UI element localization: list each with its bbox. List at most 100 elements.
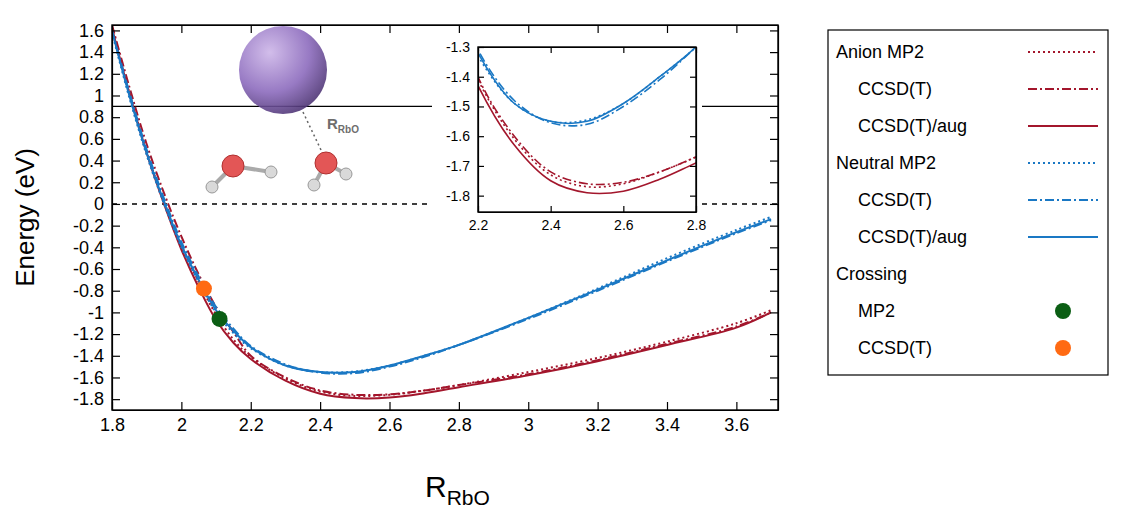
tick-label: 2.2 — [469, 217, 489, 233]
tick-label: 3.6 — [724, 415, 749, 435]
series-line — [112, 30, 771, 396]
tick-label: 2.6 — [377, 415, 402, 435]
tick-label: 2.4 — [541, 217, 561, 233]
axis-top — [479, 47, 697, 53]
tick-mark — [389, 25, 390, 33]
tick: 3.6 — [724, 402, 749, 435]
tick-label: 2.4 — [308, 415, 333, 435]
axis-right — [690, 48, 697, 213]
tick: 1.6 — [79, 21, 120, 41]
axis-line — [112, 26, 113, 411]
tick — [770, 117, 778, 118]
axis-line — [113, 25, 779, 26]
tick-mark — [551, 47, 552, 53]
legend-swatch — [1055, 303, 1071, 319]
tick-mark — [112, 74, 120, 75]
tick-mark — [478, 206, 479, 212]
crossing-point — [196, 281, 212, 297]
tick — [112, 25, 113, 33]
tick: 2 — [177, 402, 187, 435]
inset-background — [432, 38, 702, 243]
tick-mark — [667, 25, 668, 33]
tick-mark — [667, 402, 668, 410]
bond-distance — [303, 112, 321, 150]
tick-mark — [112, 269, 120, 270]
axis-bottom: 1.822.22.42.62.833.23.43.6 — [100, 402, 779, 435]
tick-mark — [598, 25, 599, 33]
tick: -0.8 — [73, 281, 120, 301]
tick — [770, 399, 778, 400]
tick: -0.2 — [73, 216, 120, 236]
tick: -1.6 — [446, 128, 484, 144]
tick-label: 2 — [177, 415, 187, 435]
inset-plot-area — [478, 47, 696, 194]
tick-label: 0.4 — [79, 151, 104, 171]
tick: 2.6 — [614, 206, 634, 233]
tick-mark — [112, 399, 120, 400]
tick: -1.4 — [446, 69, 484, 85]
tick — [459, 25, 460, 33]
tick-mark — [623, 47, 624, 53]
tick: -1.8 — [73, 389, 120, 409]
tick: 2.8 — [447, 402, 472, 435]
tick-mark — [770, 52, 778, 53]
axis-line — [479, 47, 697, 48]
tick: 0.6 — [79, 129, 120, 149]
tick-mark — [459, 25, 460, 33]
tick-mark — [112, 356, 120, 357]
tick-label: 1.6 — [79, 21, 104, 41]
tick-mark — [736, 402, 737, 410]
tick — [320, 25, 321, 33]
tick — [528, 25, 529, 33]
tick-mark — [690, 166, 696, 167]
tick-label: -1.7 — [446, 158, 470, 174]
tick-mark — [690, 106, 696, 107]
tick — [478, 47, 479, 53]
legend-swatch — [1028, 88, 1098, 90]
tick-label: 0.8 — [79, 107, 104, 127]
tick: -1.3 — [446, 39, 484, 55]
axis-right — [770, 26, 779, 411]
series-line — [112, 25, 771, 395]
axis-bottom: 2.2 2.4 2.6 2.8 — [469, 206, 707, 233]
axis-left: -1.8-1.7-1.6-1.5-1.4-1.3 — [446, 39, 484, 213]
tick — [770, 356, 778, 357]
tick-mark — [112, 160, 120, 161]
series-line — [478, 47, 696, 126]
tick — [623, 47, 624, 53]
axis-line — [778, 26, 779, 411]
tick-mark — [112, 377, 120, 378]
inset-frame — [478, 47, 696, 212]
tick-mark — [478, 106, 484, 107]
tick-label: 1.2 — [79, 64, 104, 84]
series-line — [478, 47, 696, 187]
plot-area — [112, 25, 778, 398]
tick: -1 — [88, 303, 120, 323]
tick: 2.2 — [469, 206, 489, 233]
hydrogen — [265, 166, 277, 178]
tick-mark — [770, 291, 778, 292]
tick-mark — [112, 52, 120, 53]
tick: 1.4 — [79, 42, 120, 62]
tick-mark — [112, 226, 120, 227]
tick-mark — [112, 312, 120, 313]
tick: 2.8 — [687, 206, 707, 233]
tick — [181, 25, 182, 33]
tick-mark — [770, 95, 778, 96]
tick — [770, 30, 778, 31]
tick: 0 — [94, 194, 120, 214]
axis-left: -1.8-1.6-1.4-1.2-1-0.8-0.6-0.4-0.200.20.… — [73, 21, 120, 411]
tick — [551, 47, 552, 53]
legend-label: Neutral MP2 — [836, 153, 936, 173]
tick-mark — [770, 117, 778, 118]
tick-label: 3.4 — [655, 415, 680, 435]
tick-label: -1.2 — [73, 324, 104, 344]
tick: 3.4 — [655, 402, 680, 435]
tick-mark — [389, 402, 390, 410]
legend-swatch — [1028, 236, 1098, 238]
tick: 1.2 — [79, 64, 120, 84]
tick-mark — [623, 206, 624, 212]
tick — [598, 25, 599, 33]
tick-label: 3.2 — [586, 415, 611, 435]
tick-mark — [112, 139, 120, 140]
